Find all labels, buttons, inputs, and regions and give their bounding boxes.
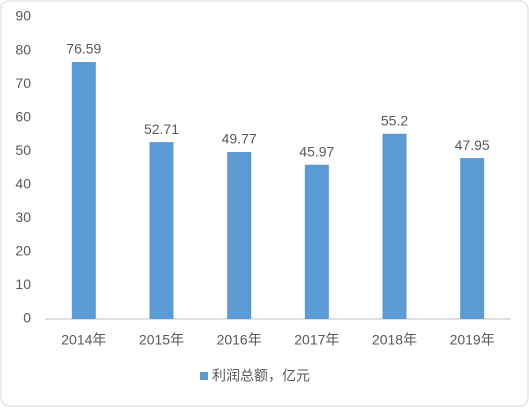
data-label: 52.71 — [144, 121, 179, 137]
y-tick-label: 80 — [15, 41, 31, 57]
bar — [304, 164, 329, 319]
data-label: 47.95 — [455, 137, 490, 153]
x-tick-label: 2017年 — [294, 332, 339, 348]
data-label: 55.2 — [381, 112, 408, 128]
y-tick-label: 70 — [15, 75, 31, 91]
y-tick-label: 20 — [15, 243, 31, 259]
legend-label: 利润总额，亿元 — [212, 368, 310, 384]
bar — [382, 133, 407, 319]
y-tick-label: 10 — [15, 276, 31, 292]
x-tick-label: 2015年 — [139, 332, 184, 348]
y-tick-label: 60 — [15, 108, 31, 124]
y-tick-label: 30 — [15, 209, 31, 225]
y-tick-label: 0 — [23, 310, 31, 326]
legend-swatch — [200, 372, 208, 380]
data-label: 76.59 — [66, 41, 101, 57]
y-tick-label: 90 — [15, 8, 31, 24]
x-tick-label: 2018年 — [372, 332, 417, 348]
data-label: 49.77 — [222, 131, 257, 147]
bar — [227, 151, 252, 319]
x-tick-label: 2019年 — [450, 332, 495, 348]
bar — [460, 158, 485, 319]
x-tick-label: 2014年 — [61, 332, 106, 348]
bar — [149, 142, 174, 319]
data-label: 45.97 — [299, 143, 334, 159]
y-tick-label: 40 — [15, 175, 31, 191]
y-tick-label: 50 — [15, 142, 31, 158]
x-tick-label: 2016年 — [217, 332, 262, 348]
bar — [71, 61, 96, 320]
